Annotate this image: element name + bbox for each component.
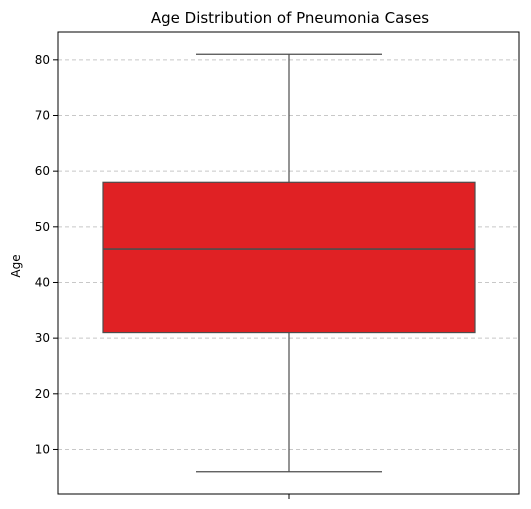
iqr-box: [102, 181, 476, 334]
y-tick-label-50: 50: [35, 220, 50, 234]
y-tick-label-10: 10: [35, 442, 50, 456]
y-axis-label: Age: [9, 254, 23, 277]
axis-layer: 10 20 30 40 50 60 70 80: [35, 31, 520, 499]
y-tick-label-70: 70: [35, 108, 50, 122]
y-tick-label-80: 80: [35, 53, 50, 67]
y-tick-label-60: 60: [35, 164, 50, 178]
plot-layer: [102, 53, 476, 473]
chart-title: Age Distribution of Pneumonia Cases: [151, 9, 429, 27]
y-tick-label-30: 30: [35, 331, 50, 345]
y-tick-label-20: 20: [35, 387, 50, 401]
y-tick-label-40: 40: [35, 275, 50, 289]
